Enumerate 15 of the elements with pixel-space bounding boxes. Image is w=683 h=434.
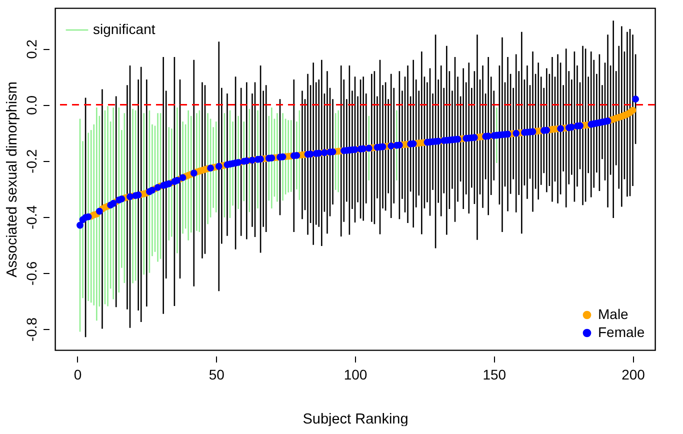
x-tick-label: 100 — [344, 366, 368, 382]
y-tick-label: -0.4 — [24, 205, 40, 230]
legend-label: Male — [598, 306, 629, 322]
y-tick-label: 0.0 — [24, 95, 40, 115]
x-tick-label: 50 — [208, 366, 225, 382]
x-tick-label: 200 — [622, 366, 646, 382]
x-tick-label: 150 — [482, 366, 506, 382]
legend-label: significant — [93, 21, 156, 37]
y-tick-label: 0.2 — [24, 39, 40, 59]
legend-label: Female — [598, 324, 645, 340]
y-axis-title: Associated sexual dimorphism — [4, 82, 20, 278]
y-tick-label: -0.6 — [24, 261, 40, 286]
x-tick-label: 0 — [74, 366, 82, 382]
y-tick-label: -0.2 — [24, 149, 40, 174]
y-tick-label: -0.8 — [24, 317, 40, 342]
